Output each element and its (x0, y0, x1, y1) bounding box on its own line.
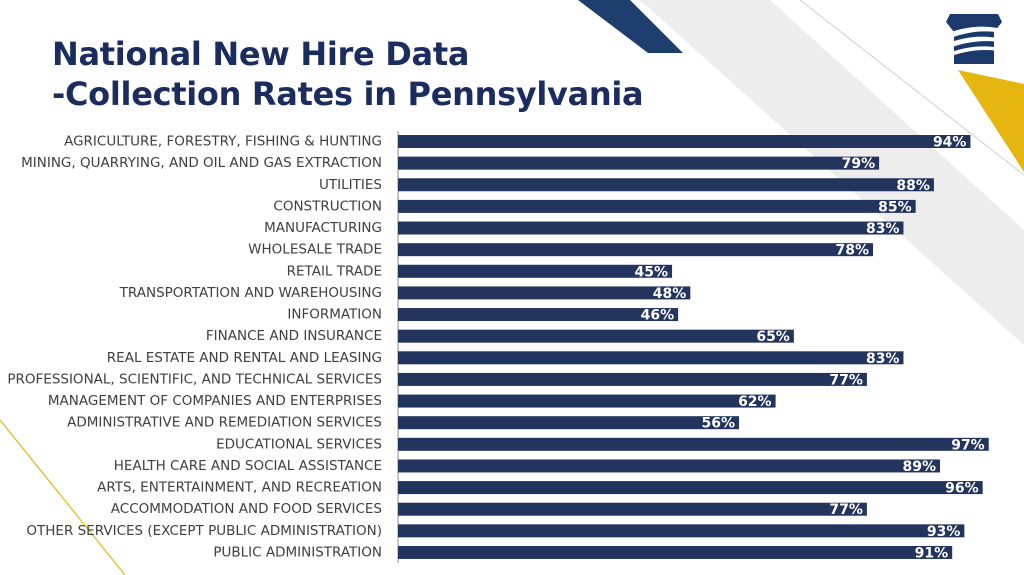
value-label: 56% (702, 416, 736, 432)
value-label: 62% (738, 394, 772, 410)
navy-stripe-decoration (578, 0, 683, 53)
keystone-logo-swoosh-1 (942, 26, 1006, 42)
category-label: FINANCE AND INSURANCE (206, 328, 382, 344)
bar (398, 199, 916, 213)
bar (398, 545, 953, 559)
category-label: PUBLIC ADMINISTRATION (213, 544, 382, 560)
thin-gray-line-decoration (799, 0, 1024, 176)
bar (398, 524, 965, 538)
bar (398, 178, 934, 192)
value-label: 96% (945, 481, 979, 497)
bar (398, 264, 673, 278)
bar (398, 308, 679, 322)
bar (398, 135, 971, 148)
value-label: 83% (866, 351, 900, 367)
category-label: MINING, QUARRYING, AND OIL AND GAS EXTRA… (21, 155, 382, 171)
value-label: 83% (866, 221, 900, 237)
bar (398, 243, 874, 257)
category-label: EDUCATIONAL SERVICES (216, 436, 382, 452)
keystone-logo-swoosh-3 (944, 46, 1004, 59)
value-label: 93% (927, 524, 961, 540)
keystone-logo-swoosh-2 (942, 36, 1006, 51)
category-label: REAL ESTATE AND RENTAL AND LEASING (107, 350, 382, 366)
category-label: MANAGEMENT OF COMPANIES AND ENTERPRISES (48, 393, 382, 409)
bar (398, 329, 794, 343)
bar (398, 221, 904, 235)
bar (398, 437, 989, 451)
bar (398, 351, 904, 365)
value-label: 45% (635, 264, 669, 280)
bar (398, 459, 941, 473)
category-label: RETAIL TRADE (287, 263, 382, 279)
bar (398, 394, 776, 408)
slide-title-line-2: -Collection Rates in Pennsylvania (52, 75, 644, 113)
category-label: ADMINISTRATIVE AND REMEDIATION SERVICES (67, 415, 382, 431)
category-label: HEALTH CARE AND SOCIAL ASSISTANCE (114, 458, 382, 474)
category-label: INFORMATION (287, 307, 382, 323)
value-label: 88% (896, 178, 930, 194)
category-label: PROFESSIONAL, SCIENTIFIC, AND TECHNICAL … (7, 371, 382, 387)
value-label: 79% (842, 156, 876, 172)
bar (398, 416, 740, 430)
gray-band-decoration (640, 0, 1024, 345)
category-label: AGRICULTURE, FORESTRY, FISHING & HUNTING (64, 134, 382, 150)
value-label: 77% (829, 372, 863, 388)
bar (398, 372, 867, 386)
category-label: ACCOMMODATION AND FOOD SERVICES (111, 501, 382, 517)
slide-title-line-1: National New Hire Data (52, 35, 470, 73)
value-label: 85% (878, 199, 912, 215)
bar (398, 502, 867, 516)
value-label: 77% (829, 502, 863, 518)
category-label: CONSTRUCTION (273, 198, 382, 214)
bar (398, 481, 983, 495)
category-label: TRANSPORTATION AND WAREHOUSING (119, 285, 382, 301)
category-label: MANUFACTURING (264, 220, 382, 236)
value-label: 48% (653, 286, 687, 302)
chart-marks: AGRICULTURE, FORESTRY, FISHING & HUNTING… (7, 131, 989, 563)
value-label: 94% (933, 135, 967, 151)
value-label: 78% (836, 243, 870, 259)
category-label: OTHER SERVICES (EXCEPT PUBLIC ADMINISTRA… (26, 523, 382, 539)
category-label: WHOLESALE TRADE (248, 242, 382, 258)
value-label: 97% (951, 437, 985, 453)
category-label: ARTS, ENTERTAINMENT, AND RECREATION (97, 480, 382, 496)
value-label: 46% (641, 308, 675, 324)
keystone-logo-icon (942, 14, 1006, 64)
gold-line-decoration (0, 419, 126, 575)
value-label: 91% (915, 545, 949, 561)
gold-stripe-decoration (958, 70, 1024, 172)
value-label: 89% (902, 459, 936, 475)
value-label: 65% (756, 329, 790, 345)
slide-title: National New Hire Data -Collection Rates… (52, 34, 644, 114)
bar (398, 156, 880, 170)
bar (398, 286, 691, 300)
category-label: UTILITIES (319, 177, 382, 193)
